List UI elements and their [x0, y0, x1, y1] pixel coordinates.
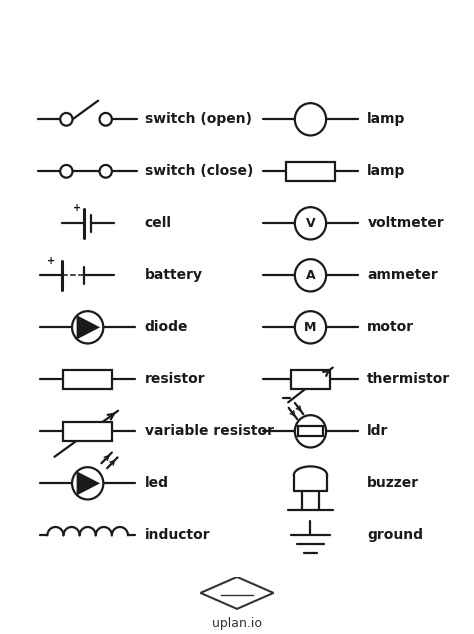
Text: led: led — [145, 476, 169, 490]
Text: uplan.io: uplan.io — [212, 618, 262, 630]
Text: cell: cell — [145, 216, 172, 230]
Text: variable resistor: variable resistor — [145, 424, 273, 438]
Text: diode: diode — [145, 320, 188, 334]
Circle shape — [72, 467, 103, 500]
Text: resistor: resistor — [145, 372, 205, 386]
Bar — [63, 422, 112, 441]
Text: M: M — [304, 321, 317, 334]
Circle shape — [100, 113, 112, 126]
Circle shape — [295, 259, 326, 292]
Text: ground: ground — [367, 528, 423, 542]
Text: Electrical circuit symbols: Electrical circuit symbols — [70, 32, 404, 56]
Text: voltmeter: voltmeter — [367, 216, 444, 230]
Text: switch (open): switch (open) — [145, 112, 252, 126]
Polygon shape — [78, 317, 98, 337]
Text: inductor: inductor — [145, 528, 210, 542]
Circle shape — [100, 165, 112, 178]
Circle shape — [295, 415, 326, 448]
Text: thermistor: thermistor — [367, 372, 451, 386]
Text: switch (close): switch (close) — [145, 164, 253, 178]
Text: lamp: lamp — [367, 112, 406, 126]
Text: ammeter: ammeter — [367, 268, 438, 282]
Bar — [63, 370, 112, 389]
Bar — [291, 370, 330, 389]
Polygon shape — [78, 473, 98, 494]
Circle shape — [60, 113, 73, 126]
Text: V: V — [306, 217, 315, 230]
Circle shape — [60, 165, 73, 178]
Text: buzzer: buzzer — [367, 476, 419, 490]
Circle shape — [295, 311, 326, 344]
Text: motor: motor — [367, 320, 414, 334]
Circle shape — [295, 103, 326, 136]
Circle shape — [295, 207, 326, 240]
Text: +: + — [46, 256, 55, 266]
Bar — [286, 162, 335, 181]
Text: battery: battery — [145, 268, 202, 282]
Text: lamp: lamp — [367, 164, 406, 178]
Text: ldr: ldr — [367, 424, 389, 438]
Bar — [298, 427, 323, 436]
Text: A: A — [306, 269, 315, 282]
Text: +: + — [73, 203, 82, 212]
Circle shape — [72, 311, 103, 344]
